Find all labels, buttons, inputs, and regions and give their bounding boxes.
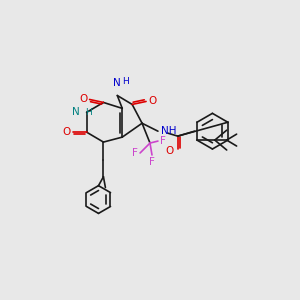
Text: N: N	[72, 107, 80, 117]
Text: H: H	[85, 108, 92, 117]
Text: NH: NH	[161, 126, 176, 136]
Text: F: F	[149, 157, 155, 167]
Text: O: O	[166, 146, 174, 156]
Text: F: F	[132, 148, 138, 158]
Text: H: H	[122, 76, 129, 85]
Text: O: O	[148, 97, 156, 106]
Text: F: F	[160, 136, 166, 146]
Text: N: N	[113, 78, 121, 88]
Text: O: O	[62, 127, 71, 137]
Text: O: O	[79, 94, 88, 104]
